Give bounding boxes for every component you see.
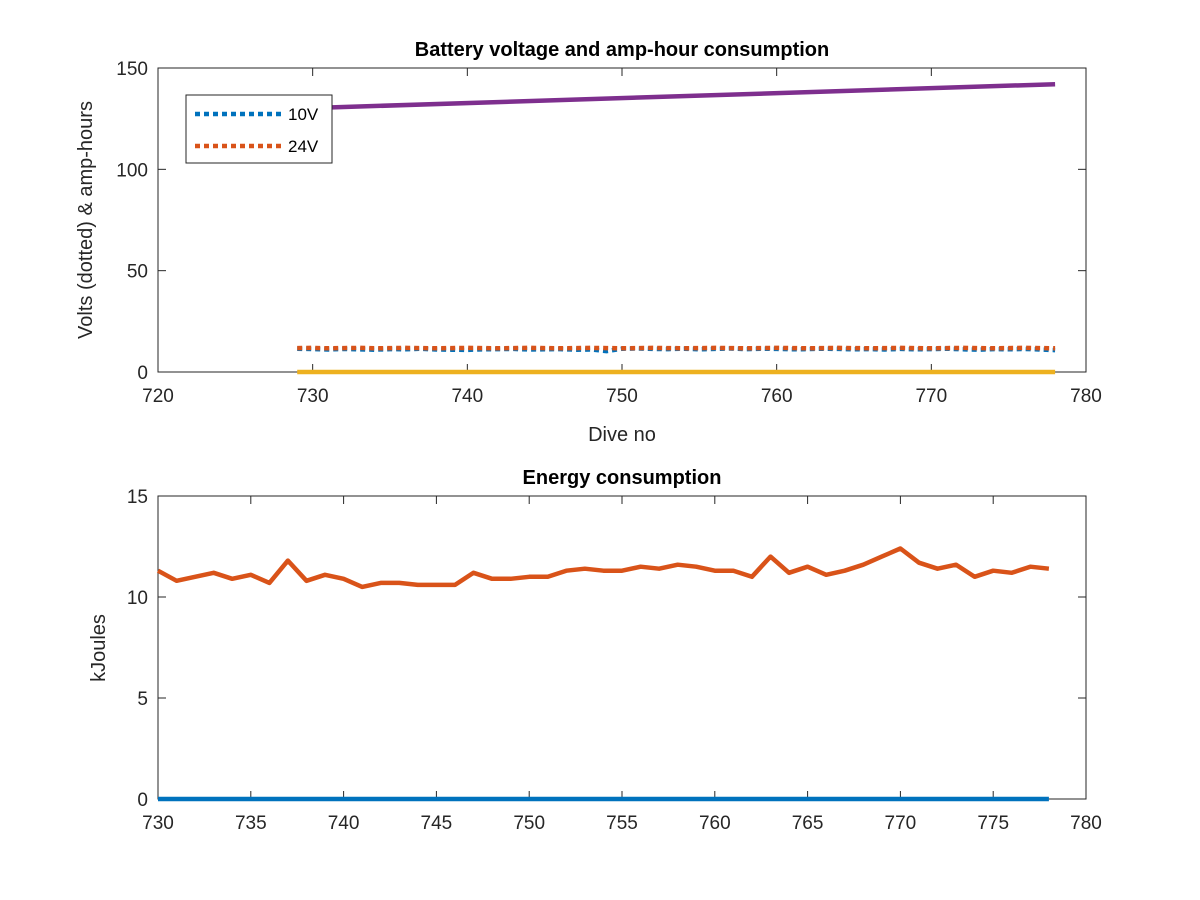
x-tick-label: 745 xyxy=(421,813,453,834)
y-tick-label: 5 xyxy=(137,689,148,710)
x-tick-label: 735 xyxy=(235,813,267,834)
legend-box xyxy=(185,94,333,164)
series-group xyxy=(156,546,1050,802)
chart-title: Battery voltage and amp-hour consumption xyxy=(415,39,829,61)
y-tick-label: 150 xyxy=(116,59,148,80)
y-tick-label: 50 xyxy=(127,262,148,283)
y-axis-label: kJoules xyxy=(88,614,110,682)
x-tick-label: 760 xyxy=(761,386,793,407)
x-tick-label: 740 xyxy=(328,813,360,834)
energy-plot: Energy consumption kJoules 730 735 740 745 7… xyxy=(88,467,1102,834)
y-tick-label: 10 xyxy=(127,588,148,609)
axis-ticks: 720 730 740 750 760 770 780 0 50 100 150 xyxy=(116,59,1102,407)
y-tick-label: 0 xyxy=(137,790,148,811)
x-tick-label: 775 xyxy=(977,813,1009,834)
x-tick-label: 760 xyxy=(699,813,731,834)
y-tick-label: 15 xyxy=(127,487,148,508)
x-tick-label: 780 xyxy=(1070,813,1102,834)
legend-label-24v: 24V xyxy=(288,137,319,156)
legend-label-10v: 10V xyxy=(288,105,319,124)
x-tick-label: 770 xyxy=(915,386,947,407)
y-tick-label: 0 xyxy=(137,363,148,384)
x-tick-label: 780 xyxy=(1070,386,1102,407)
x-tick-label: 730 xyxy=(297,386,329,407)
x-tick-label: 765 xyxy=(792,813,824,834)
voltage-amphour-plot: Battery voltage and amp-hour consumption… xyxy=(75,39,1102,446)
x-tick-label: 720 xyxy=(142,386,174,407)
x-axis-label: Dive no xyxy=(588,424,656,446)
x-tick-label: 770 xyxy=(885,813,917,834)
y-axis-label: Volts (dotted) & amp-hours xyxy=(75,101,97,339)
series-line-1 xyxy=(156,546,1050,590)
plot-area xyxy=(157,495,1087,800)
x-tick-label: 750 xyxy=(513,813,545,834)
chart-title: Energy consumption xyxy=(523,467,722,489)
x-tick-label: 755 xyxy=(606,813,638,834)
series-line-3 xyxy=(297,81,1056,111)
series-group xyxy=(297,81,1056,375)
legend: 10V 24V xyxy=(185,94,333,164)
axis-ticks: 730 735 740 745 750 755 760 765 770 775 780 0 5 10 15 xyxy=(127,487,1102,834)
x-tick-label: 750 xyxy=(606,386,638,407)
y-tick-label: 100 xyxy=(116,160,148,181)
x-tick-label: 730 xyxy=(142,813,174,834)
x-tick-label: 740 xyxy=(451,386,483,407)
